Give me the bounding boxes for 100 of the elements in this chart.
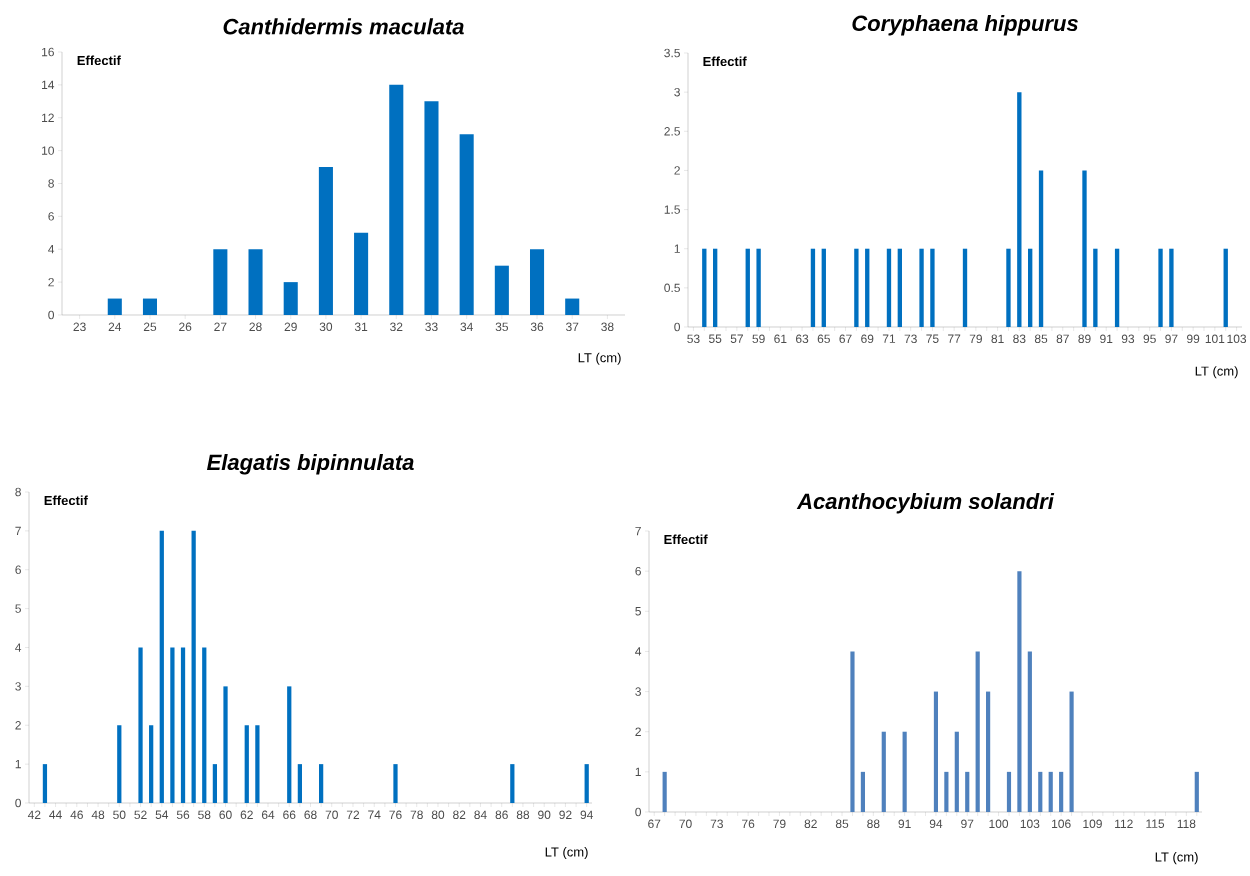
x-tick-label: 118 bbox=[1177, 819, 1196, 829]
y-tick-label: 3 bbox=[674, 87, 680, 97]
x-tick-label: 79 bbox=[773, 819, 786, 829]
x-tick-label: 25 bbox=[143, 322, 157, 332]
x-tick-label: 46 bbox=[70, 810, 83, 820]
bar bbox=[170, 647, 175, 803]
x-tick-label: 65 bbox=[817, 334, 830, 344]
y-axis-title: Effectif bbox=[664, 534, 708, 545]
x-tick-label: 58 bbox=[198, 810, 211, 820]
bar bbox=[1017, 92, 1022, 327]
x-tick-label: 26 bbox=[179, 322, 192, 332]
x-tick-label: 88 bbox=[867, 819, 880, 829]
x-tick-label: 94 bbox=[929, 819, 943, 829]
bar bbox=[962, 248, 968, 327]
bar bbox=[530, 249, 545, 315]
x-tick-label: 23 bbox=[73, 322, 86, 332]
x-tick-label: 74 bbox=[368, 810, 381, 819]
y-tick-label: 8 bbox=[48, 179, 54, 188]
x-tick-label: 56 bbox=[176, 810, 190, 820]
x-tick-label: 88 bbox=[516, 810, 530, 820]
x-tick-label: 99 bbox=[1187, 334, 1200, 344]
x-tick-label: 68 bbox=[304, 810, 317, 820]
bar bbox=[986, 691, 991, 812]
bar bbox=[202, 647, 207, 803]
bar bbox=[212, 764, 218, 803]
bar bbox=[424, 101, 439, 315]
x-tick-label: 34 bbox=[460, 322, 473, 332]
chart-title: Acanthocybium solandri bbox=[796, 492, 1055, 514]
y-tick-label: 8 bbox=[15, 487, 21, 497]
x-tick-label: 57 bbox=[730, 334, 743, 343]
bar bbox=[1048, 771, 1053, 812]
x-tick-label: 79 bbox=[969, 334, 982, 344]
bar bbox=[1006, 771, 1012, 812]
x-tick-label: 73 bbox=[710, 819, 723, 829]
x-tick-label: 93 bbox=[1121, 334, 1135, 344]
x-tick-label: 37 bbox=[566, 322, 579, 332]
x-tick-label: 85 bbox=[835, 819, 849, 829]
x-tick-label: 59 bbox=[752, 334, 765, 344]
x-tick-label: 62 bbox=[240, 810, 253, 820]
x-tick-label: 82 bbox=[804, 819, 817, 829]
x-tick-label: 44 bbox=[49, 810, 62, 819]
y-tick-label: 0.5 bbox=[664, 283, 680, 293]
x-tick-label: 85 bbox=[1034, 334, 1048, 344]
bar bbox=[1059, 771, 1064, 812]
bar bbox=[1223, 248, 1228, 327]
y-tick-label: 6 bbox=[635, 566, 641, 576]
x-axis-title: LT (cm) bbox=[1155, 852, 1198, 865]
bar bbox=[565, 298, 580, 315]
bar bbox=[180, 647, 186, 803]
x-tick-label: 67 bbox=[648, 819, 661, 829]
chart-title: Elagatis bipinnulata bbox=[206, 453, 414, 475]
y-tick-label: 1 bbox=[635, 767, 641, 776]
x-tick-label: 73 bbox=[904, 334, 917, 344]
y-tick-label: 14 bbox=[42, 80, 55, 89]
bar bbox=[975, 651, 980, 812]
x-tick-label: 50 bbox=[113, 810, 126, 820]
bar bbox=[702, 248, 707, 327]
bar bbox=[810, 248, 816, 327]
bar bbox=[319, 764, 324, 803]
x-tick-label: 24 bbox=[108, 322, 122, 331]
bar bbox=[389, 84, 404, 315]
x-tick-label: 64 bbox=[261, 810, 275, 820]
bar bbox=[117, 725, 122, 803]
bar bbox=[662, 771, 667, 812]
y-tick-label: 0 bbox=[48, 310, 55, 320]
y-tick-label: 1 bbox=[15, 760, 21, 769]
bar bbox=[1169, 248, 1174, 327]
x-axis-title: LT (cm) bbox=[1195, 366, 1238, 379]
x-tick-label: 38 bbox=[601, 322, 614, 332]
bar bbox=[287, 686, 292, 803]
x-tick-label: 36 bbox=[530, 322, 544, 332]
bar bbox=[318, 167, 333, 315]
bar bbox=[954, 731, 959, 812]
x-tick-label: 70 bbox=[325, 810, 338, 820]
bar bbox=[223, 686, 228, 803]
y-tick-label: 6 bbox=[48, 212, 54, 221]
x-tick-label: 72 bbox=[346, 810, 360, 819]
y-tick-label: 7 bbox=[15, 526, 21, 535]
y-tick-label: 1.5 bbox=[664, 205, 680, 214]
bar bbox=[138, 647, 143, 803]
y-tick-label: 12 bbox=[42, 113, 54, 122]
bar bbox=[191, 530, 196, 803]
bar bbox=[1038, 170, 1044, 327]
x-tick-label: 54 bbox=[155, 810, 169, 819]
x-tick-label: 67 bbox=[839, 334, 852, 344]
bar bbox=[354, 232, 369, 315]
x-tick-label: 61 bbox=[774, 334, 787, 344]
x-tick-label: 94 bbox=[580, 810, 594, 820]
bar bbox=[933, 691, 939, 812]
bar bbox=[902, 731, 907, 812]
x-tick-label: 103 bbox=[1227, 334, 1247, 344]
x-tick-label: 87 bbox=[1056, 334, 1069, 344]
bar bbox=[965, 771, 970, 812]
bar bbox=[159, 530, 164, 803]
bar bbox=[42, 764, 48, 803]
x-tick-label: 115 bbox=[1146, 819, 1165, 828]
y-tick-label: 4 bbox=[635, 647, 642, 656]
x-tick-label: 27 bbox=[214, 322, 227, 331]
y-tick-label: 6 bbox=[15, 565, 21, 574]
bar bbox=[1006, 248, 1011, 327]
